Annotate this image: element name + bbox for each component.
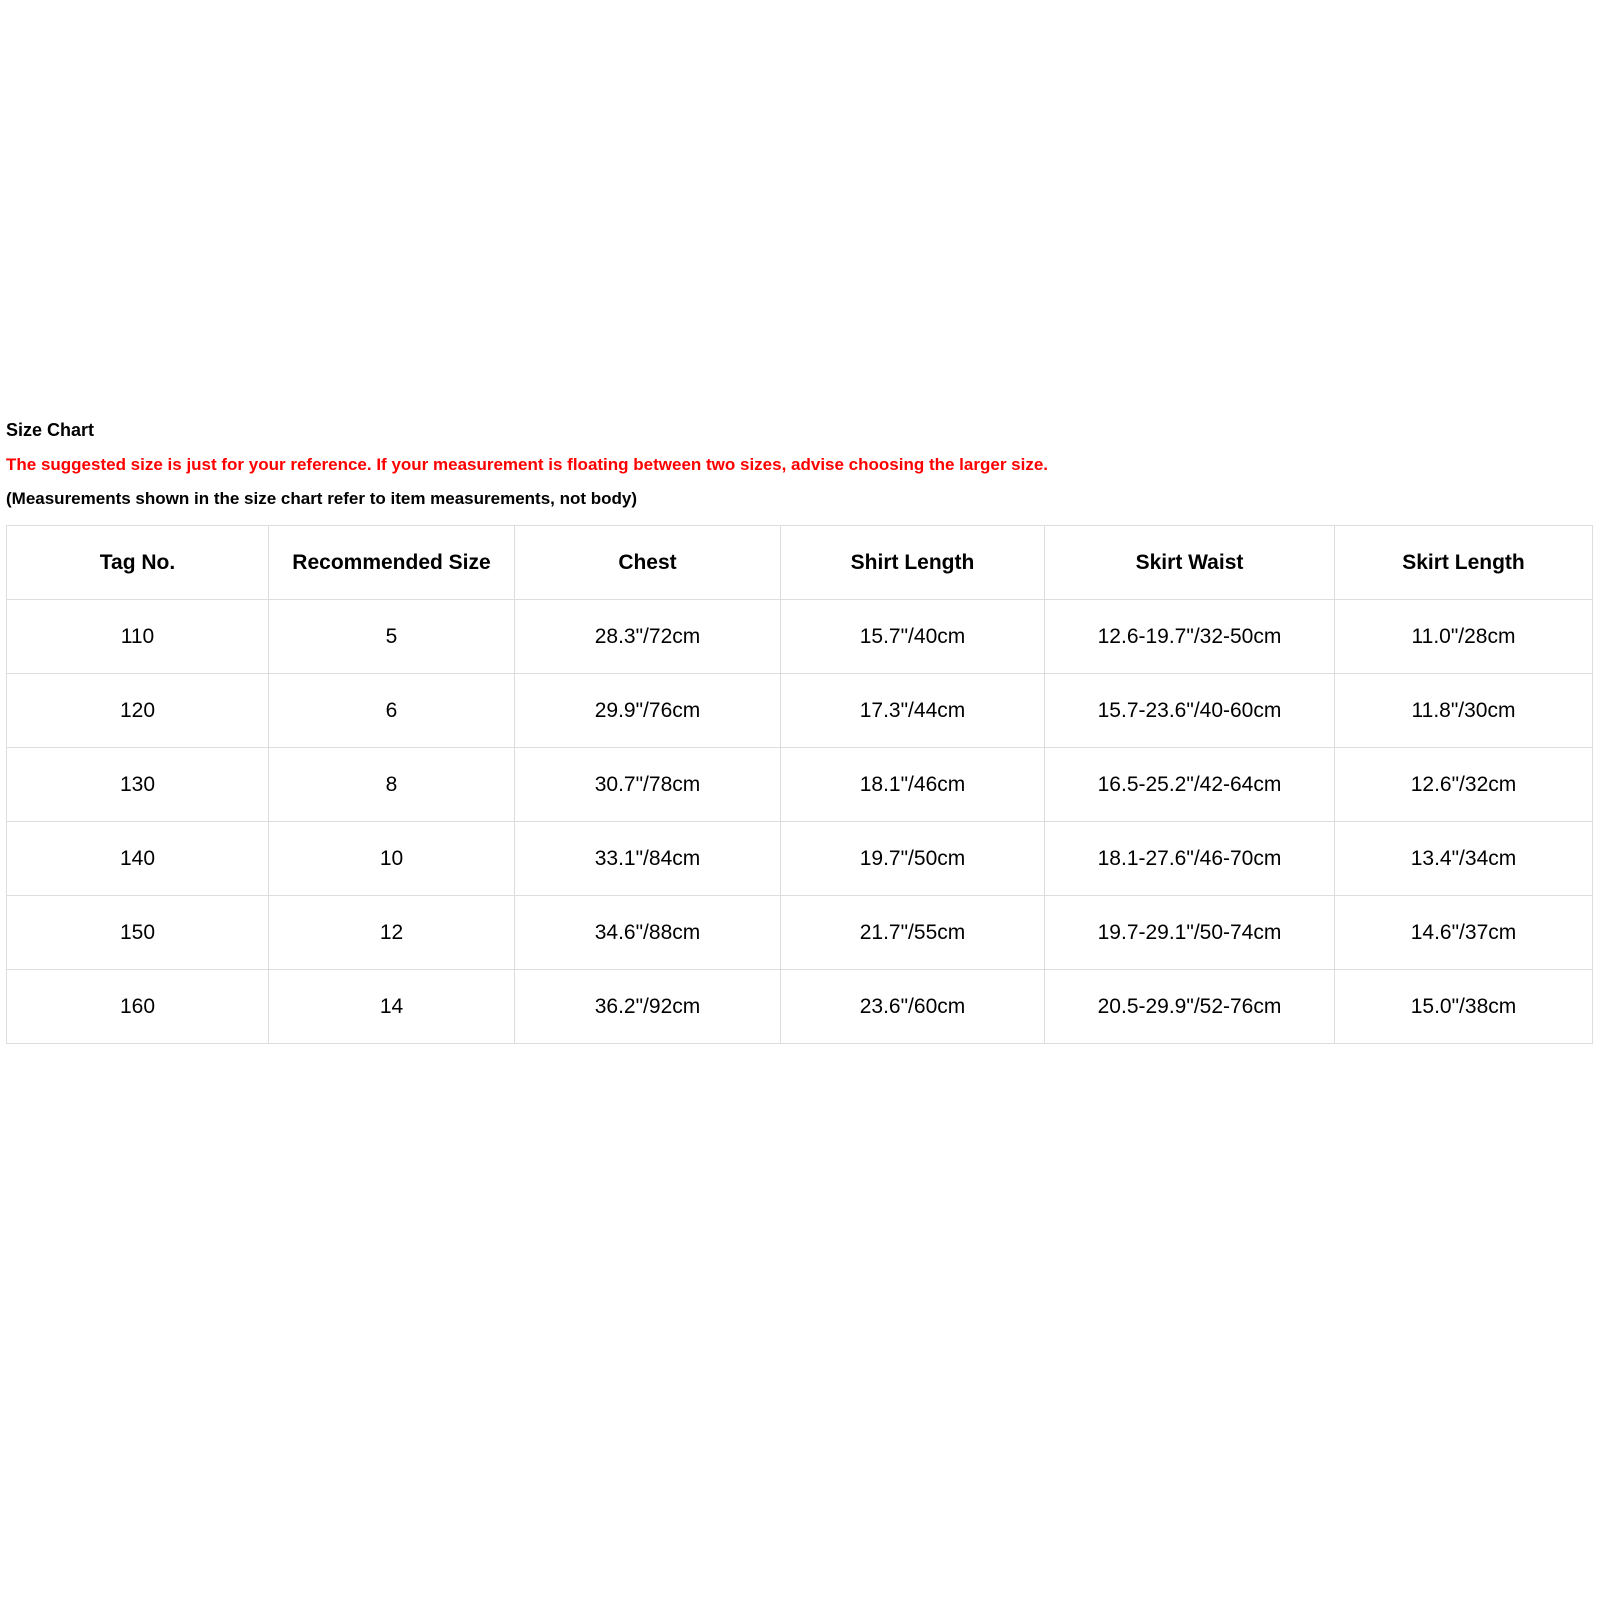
col-header: Tag No.: [7, 526, 269, 600]
size-chart-title: Size Chart: [6, 420, 1594, 441]
size-chart-table: Tag No. Recommended Size Chest Shirt Len…: [6, 525, 1593, 1044]
cell: 14.6"/37cm: [1335, 896, 1593, 970]
cell: 21.7"/55cm: [781, 896, 1045, 970]
cell: 17.3"/44cm: [781, 674, 1045, 748]
cell: 11.8"/30cm: [1335, 674, 1593, 748]
cell: 12.6-19.7"/32-50cm: [1045, 600, 1335, 674]
cell: 14: [269, 970, 515, 1044]
cell: 160: [7, 970, 269, 1044]
col-header: Skirt Waist: [1045, 526, 1335, 600]
cell: 15.7-23.6"/40-60cm: [1045, 674, 1335, 748]
table-row: 140 10 33.1"/84cm 19.7"/50cm 18.1-27.6"/…: [7, 822, 1593, 896]
size-chart-warning: The suggested size is just for your refe…: [6, 455, 1594, 475]
cell: 110: [7, 600, 269, 674]
cell: 150: [7, 896, 269, 970]
cell: 34.6"/88cm: [515, 896, 781, 970]
cell: 33.1"/84cm: [515, 822, 781, 896]
cell: 13.4"/34cm: [1335, 822, 1593, 896]
col-header: Chest: [515, 526, 781, 600]
size-chart-block: Size Chart The suggested size is just fo…: [0, 420, 1600, 1044]
cell: 19.7-29.1"/50-74cm: [1045, 896, 1335, 970]
col-header: Shirt Length: [781, 526, 1045, 600]
table-row: 150 12 34.6"/88cm 21.7"/55cm 19.7-29.1"/…: [7, 896, 1593, 970]
cell: 28.3"/72cm: [515, 600, 781, 674]
cell: 12.6"/32cm: [1335, 748, 1593, 822]
cell: 15.7"/40cm: [781, 600, 1045, 674]
cell: 15.0"/38cm: [1335, 970, 1593, 1044]
size-chart-note: (Measurements shown in the size chart re…: [6, 489, 1594, 509]
cell: 23.6"/60cm: [781, 970, 1045, 1044]
cell: 10: [269, 822, 515, 896]
cell: 130: [7, 748, 269, 822]
cell: 30.7"/78cm: [515, 748, 781, 822]
col-header: Recommended Size: [269, 526, 515, 600]
table-header-row: Tag No. Recommended Size Chest Shirt Len…: [7, 526, 1593, 600]
table-row: 120 6 29.9"/76cm 17.3"/44cm 15.7-23.6"/4…: [7, 674, 1593, 748]
table-row: 110 5 28.3"/72cm 15.7"/40cm 12.6-19.7"/3…: [7, 600, 1593, 674]
col-header: Skirt Length: [1335, 526, 1593, 600]
cell: 140: [7, 822, 269, 896]
cell: 29.9"/76cm: [515, 674, 781, 748]
cell: 11.0"/28cm: [1335, 600, 1593, 674]
table-row: 130 8 30.7"/78cm 18.1"/46cm 16.5-25.2"/4…: [7, 748, 1593, 822]
cell: 5: [269, 600, 515, 674]
cell: 18.1-27.6"/46-70cm: [1045, 822, 1335, 896]
cell: 120: [7, 674, 269, 748]
cell: 8: [269, 748, 515, 822]
cell: 19.7"/50cm: [781, 822, 1045, 896]
cell: 12: [269, 896, 515, 970]
cell: 36.2"/92cm: [515, 970, 781, 1044]
cell: 6: [269, 674, 515, 748]
cell: 18.1"/46cm: [781, 748, 1045, 822]
cell: 16.5-25.2"/42-64cm: [1045, 748, 1335, 822]
table-row: 160 14 36.2"/92cm 23.6"/60cm 20.5-29.9"/…: [7, 970, 1593, 1044]
cell: 20.5-29.9"/52-76cm: [1045, 970, 1335, 1044]
